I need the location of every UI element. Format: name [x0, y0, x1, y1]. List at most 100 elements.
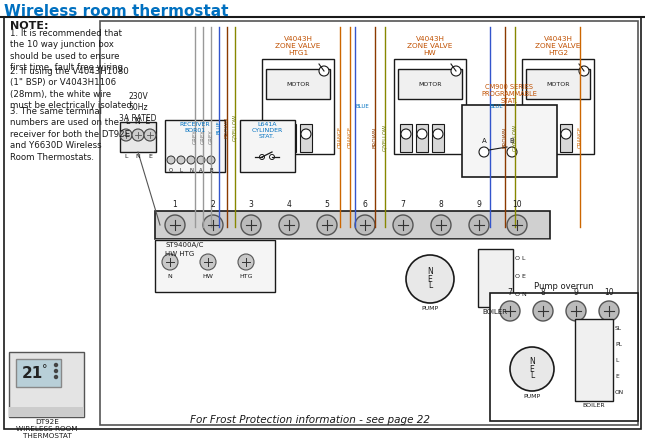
Text: Pump overrun: Pump overrun [534, 282, 594, 291]
Bar [120, 122, 156, 152]
Text: PUMP: PUMP [524, 394, 541, 399]
Text: V4043H
ZONE VALVE
HTG1: V4043H ZONE VALVE HTG1 [275, 36, 321, 56]
Text: BLUE: BLUE [490, 105, 504, 110]
Circle shape [319, 66, 329, 76]
Text: G/YELLOW: G/YELLOW [382, 123, 388, 151]
Text: G/YELLOW: G/YELLOW [513, 123, 517, 151]
Text: 8: 8 [439, 200, 443, 209]
Circle shape [270, 155, 275, 160]
Text: ORANGE: ORANGE [337, 126, 342, 148]
Text: BLUE: BLUE [355, 105, 369, 110]
Text: 1. It is recommended that
the 10 way junction box
should be used to ensure
first: 1. It is recommended that the 10 way jun… [10, 29, 126, 72]
Text: 3: 3 [248, 200, 253, 209]
Text: CM900 SERIES
PROGRAMMABLE
STAT.: CM900 SERIES PROGRAMMABLE STAT. [481, 84, 537, 104]
Text: O: O [169, 168, 173, 173]
Bar [398, 69, 462, 99]
Text: 6: 6 [362, 200, 368, 209]
Circle shape [279, 215, 299, 235]
Text: MOTOR: MOTOR [546, 81, 570, 87]
Text: E: E [148, 154, 152, 159]
Text: HTG: HTG [239, 274, 253, 279]
Circle shape [285, 129, 295, 139]
Text: V4043H
ZONE VALVE
HTG2: V4043H ZONE VALVE HTG2 [535, 36, 581, 56]
Text: L: L [615, 358, 619, 363]
Circle shape [533, 301, 553, 321]
Text: 2. If using the V4043H1080
(1" BSP) or V4043H1106
(28mm), the white wire
must be: 2. If using the V4043H1080 (1" BSP) or V… [10, 67, 135, 110]
Text: 7: 7 [401, 200, 406, 209]
Circle shape [507, 147, 517, 157]
Circle shape [200, 254, 216, 270]
Circle shape [238, 254, 254, 270]
Bar [526, 69, 590, 99]
Text: °: ° [42, 364, 48, 374]
Bar [478, 249, 513, 307]
Text: ON: ON [615, 391, 624, 396]
Text: BOILER: BOILER [482, 309, 508, 315]
Circle shape [566, 301, 586, 321]
Circle shape [500, 301, 520, 321]
Circle shape [162, 254, 178, 270]
Text: 4: 4 [286, 200, 292, 209]
Circle shape [479, 147, 489, 157]
Text: 10: 10 [512, 200, 522, 209]
Circle shape [197, 156, 205, 164]
Text: B: B [209, 168, 213, 173]
Text: BOILER: BOILER [582, 403, 605, 408]
Text: N: N [529, 358, 535, 367]
Text: MOTOR: MOTOR [286, 81, 310, 87]
Bar [490, 293, 638, 421]
Text: L: L [428, 282, 432, 291]
Text: L  N  E: L N E [126, 117, 150, 126]
Circle shape [54, 363, 57, 367]
Text: RECEIVER
BOR01: RECEIVER BOR01 [180, 122, 210, 133]
Text: BLUE: BLUE [217, 120, 221, 134]
Text: SL: SL [615, 326, 622, 332]
Text: Wireless room thermostat: Wireless room thermostat [4, 4, 228, 19]
Bar [266, 69, 330, 99]
Text: N: N [427, 267, 433, 277]
Bar [16, 359, 61, 387]
Text: V4043H
ZONE VALVE
HW: V4043H ZONE VALVE HW [407, 36, 453, 56]
Text: GREY: GREY [201, 130, 206, 144]
Circle shape [355, 215, 375, 235]
Bar [262, 59, 334, 154]
Text: GREY: GREY [192, 130, 197, 144]
Circle shape [207, 156, 215, 164]
Circle shape [431, 215, 451, 235]
Circle shape [406, 255, 454, 303]
Bar [240, 120, 295, 172]
Text: DT92E
WIRELESS ROOM
THERMOSTAT: DT92E WIRELESS ROOM THERMOSTAT [16, 419, 78, 439]
Text: BROWN: BROWN [373, 127, 377, 148]
Bar [9, 407, 84, 417]
Text: NOTE:: NOTE: [10, 21, 48, 31]
Circle shape [167, 156, 175, 164]
Bar [100, 21, 638, 425]
Text: PUMP: PUMP [421, 306, 439, 311]
Text: 230V
50Hz
3A RATED: 230V 50Hz 3A RATED [119, 92, 157, 123]
Circle shape [241, 215, 261, 235]
Bar [300, 124, 312, 152]
Text: MOTOR: MOTOR [418, 81, 442, 87]
Circle shape [529, 129, 539, 139]
Bar [155, 211, 550, 239]
Circle shape [187, 156, 195, 164]
Circle shape [451, 66, 461, 76]
Text: L: L [179, 168, 183, 173]
Circle shape [177, 156, 185, 164]
Text: N: N [189, 168, 193, 173]
Circle shape [507, 215, 527, 235]
Text: For Frost Protection information - see page 22: For Frost Protection information - see p… [190, 415, 430, 425]
Text: N: N [168, 274, 172, 279]
Text: L: L [530, 371, 534, 380]
Bar [528, 124, 540, 152]
Text: 5: 5 [324, 200, 330, 209]
Circle shape [469, 215, 489, 235]
Circle shape [165, 215, 185, 235]
Circle shape [54, 375, 57, 379]
Bar [575, 319, 613, 401]
Text: ST9400A/C: ST9400A/C [165, 242, 203, 248]
Circle shape [269, 129, 279, 139]
Bar [165, 120, 225, 172]
Text: 7: 7 [508, 288, 512, 297]
Bar [394, 59, 466, 154]
